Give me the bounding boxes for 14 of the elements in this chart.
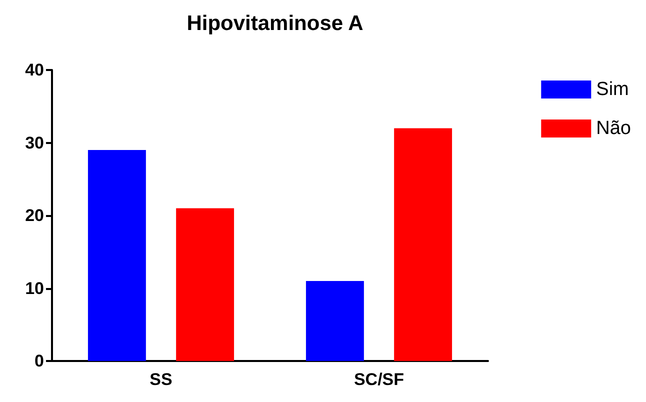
legend-label: Não [596,118,632,139]
chart-title: Hipovitaminose A [186,12,364,35]
y-tick-label: 40 [25,60,44,80]
legend-label: Sim [596,79,629,100]
x-tick-label: SC/SF [354,370,404,389]
bar [176,208,234,361]
y-tick-label: 0 [34,352,44,370]
bar [394,128,452,361]
y-tick-label: 20 [25,206,44,225]
x-tick-label: SS [150,370,172,389]
bar [88,150,146,361]
y-tick-label: 30 [25,133,44,152]
bar [306,280,364,361]
y-tick-label: 10 [25,278,44,298]
